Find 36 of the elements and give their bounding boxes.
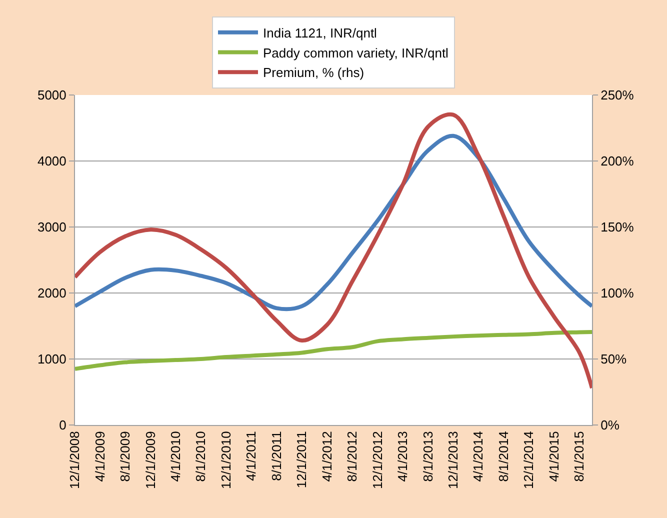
y-tick-label: 1000 xyxy=(37,352,66,367)
x-tick-label: 4/1/2014 xyxy=(470,431,486,482)
y2-tick-label: 0% xyxy=(600,418,620,433)
x-tick-label: 12/1/2013 xyxy=(446,431,461,490)
x-tick-label: 4/1/2011 xyxy=(244,431,259,481)
x-tick-label: 12/1/2014 xyxy=(521,431,536,490)
x-tick-label: 8/1/2009 xyxy=(118,431,133,482)
x-tick-label: 4/1/2010 xyxy=(168,431,183,482)
y-tick-label: 2000 xyxy=(37,286,66,301)
x-tick-label: 4/1/2009 xyxy=(92,431,108,482)
y2-tick-label: 100% xyxy=(600,286,634,301)
x-tick-label: 8/1/2013 xyxy=(420,431,436,482)
y2-tick-label: 250% xyxy=(600,88,634,103)
y-tick-label: 5000 xyxy=(37,88,66,103)
x-tick-label: 8/1/2010 xyxy=(193,431,208,482)
y-tick-label: 0 xyxy=(59,418,66,433)
y2-tick-label: 200% xyxy=(600,154,634,169)
y-tick-label: 3000 xyxy=(37,220,66,235)
x-tick-label: 4/1/2012 xyxy=(319,431,334,482)
legend-label: Paddy common variety, INR/qntl xyxy=(263,45,449,60)
legend-label: India 1121, INR/qntl xyxy=(263,25,378,40)
legend-label: Premium, % (rhs) xyxy=(263,65,364,80)
x-tick-label: 8/1/2015 xyxy=(572,431,587,482)
x-tick-label: 4/1/2013 xyxy=(395,431,410,482)
y2-tick-label: 150% xyxy=(600,220,634,235)
y-tick-label: 4000 xyxy=(37,154,66,169)
x-tick-label: 12/1/2008 xyxy=(67,431,82,490)
x-tick-label: 12/1/2010 xyxy=(218,431,234,490)
x-tick-label: 12/1/2009 xyxy=(142,431,158,490)
x-tick-label: 12/1/2011 xyxy=(294,431,310,488)
x-tick-label: 8/1/2011 xyxy=(268,431,284,481)
y2-tick-label: 50% xyxy=(600,352,628,367)
x-tick-label: 8/1/2014 xyxy=(496,431,511,482)
x-tick-label: 8/1/2012 xyxy=(344,431,360,482)
x-tick-label: 4/1/2015 xyxy=(546,431,562,482)
x-tick-label: 12/1/2012 xyxy=(370,431,385,490)
